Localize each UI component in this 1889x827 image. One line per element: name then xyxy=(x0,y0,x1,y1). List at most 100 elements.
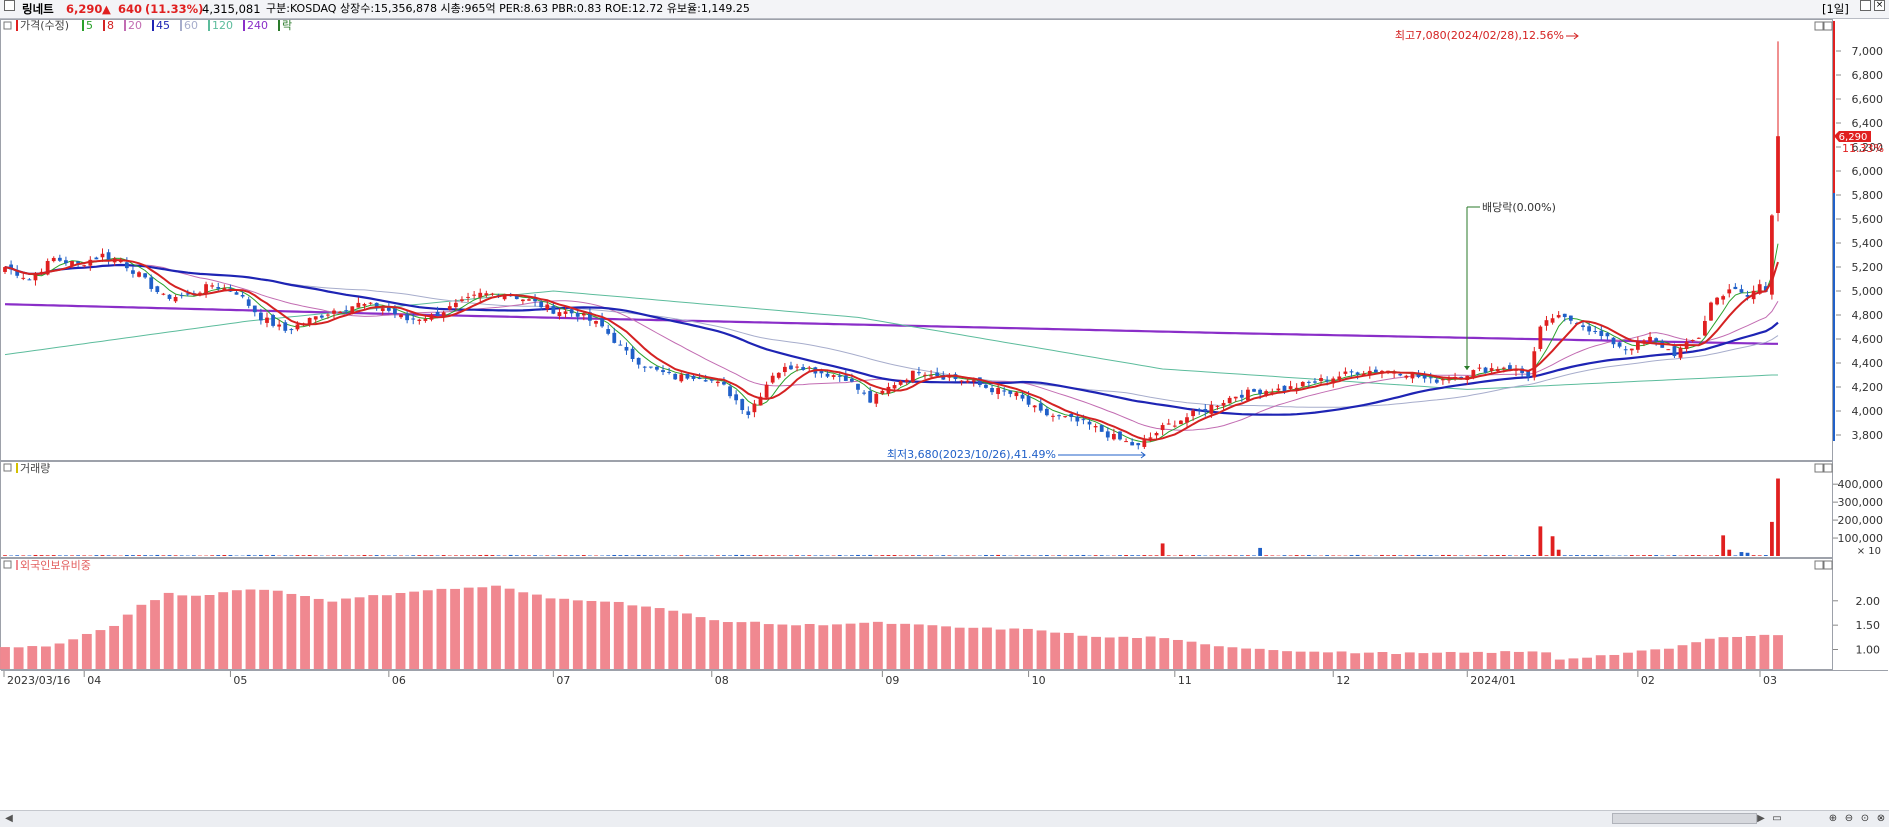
date-tick-1: 04 xyxy=(87,674,101,687)
foreign-bar xyxy=(559,599,569,669)
ma240-line xyxy=(5,304,1778,344)
panel-toggle-icon[interactable] xyxy=(4,0,15,11)
candle-body xyxy=(399,314,403,317)
foreign-bar xyxy=(518,592,528,669)
volume-bar xyxy=(1021,555,1025,556)
volume-bar xyxy=(1130,555,1134,556)
volume-bar xyxy=(1289,555,1293,556)
volume-bar xyxy=(996,555,1000,556)
volume-panel-max-icon[interactable] xyxy=(1815,464,1823,472)
volume-toggle-icon[interactable] xyxy=(4,464,11,471)
candle-body xyxy=(783,367,787,372)
foreign-panel-max-icon[interactable] xyxy=(1815,561,1823,569)
volume-bar xyxy=(1776,479,1780,556)
price-panel-max-icon[interactable] xyxy=(1815,22,1823,30)
volume-bar xyxy=(1709,555,1713,556)
volume-bar xyxy=(1508,555,1512,556)
foreign-tick-0: 1.00 xyxy=(1856,644,1881,657)
candle-body xyxy=(1697,338,1701,339)
foreign-bar xyxy=(859,623,869,669)
volume-unit: × 10 xyxy=(1857,546,1881,557)
zoom-fit-icon[interactable]: ⊙ xyxy=(1858,812,1872,826)
candle-body xyxy=(1490,368,1494,371)
foreign-bar xyxy=(777,625,787,669)
candle-body xyxy=(484,293,488,295)
candle-body xyxy=(271,315,275,326)
foreign-bar xyxy=(205,595,215,669)
volume-bar xyxy=(149,555,153,556)
candle-body xyxy=(990,388,994,392)
candle-body xyxy=(905,380,909,382)
foreign-bar xyxy=(532,595,542,669)
volume-bar xyxy=(1551,536,1555,556)
foreign-bar xyxy=(968,628,978,669)
foreign-bar xyxy=(1650,649,1660,669)
candle-body xyxy=(247,299,251,306)
scroll-right-icon[interactable]: ▶ xyxy=(1754,811,1768,827)
candle-body xyxy=(1551,318,1555,322)
volume-bar xyxy=(740,555,744,556)
candle-body xyxy=(1313,381,1317,382)
foreign-panel-close-icon[interactable] xyxy=(1824,561,1832,569)
candlesticks xyxy=(3,41,1780,449)
foreign-bar xyxy=(1637,651,1647,669)
horizontal-scrollbar[interactable]: ◀ ▶ ▭ ⊕ ⊖ ⊙ ⊗ xyxy=(0,810,1889,827)
scroll-left-icon[interactable]: ◀ xyxy=(2,811,16,827)
foreign-bar xyxy=(941,626,951,669)
candle-body xyxy=(1295,388,1299,389)
foreign-bar xyxy=(327,602,337,669)
foreign-bar xyxy=(1187,642,1197,669)
candle-body xyxy=(27,279,31,280)
candle-body xyxy=(277,325,281,327)
legend-toggle-icon[interactable] xyxy=(4,22,11,29)
date-tick-5: 08 xyxy=(715,674,729,687)
stock-chart[interactable]: 3,8004,0004,2004,4004,6004,8005,0005,200… xyxy=(0,19,1889,810)
foreign-toggle-icon[interactable] xyxy=(4,561,11,568)
candle-body xyxy=(1185,417,1189,422)
date-tick-10: 2024/01 xyxy=(1470,674,1516,687)
candle-body xyxy=(1051,416,1055,417)
scroll-thumb[interactable] xyxy=(1612,813,1757,824)
zoom-out-icon[interactable]: ⊖ xyxy=(1842,812,1856,826)
candle-body xyxy=(107,252,111,259)
candle-body xyxy=(1033,406,1037,408)
foreign-bar xyxy=(1173,640,1183,669)
candle-body xyxy=(52,258,56,261)
candle-body xyxy=(576,313,580,317)
volume-bar xyxy=(1100,555,1104,556)
restore-icon[interactable] xyxy=(1860,0,1871,11)
candle-body xyxy=(125,262,129,268)
close-icon[interactable]: × xyxy=(1874,0,1885,11)
foreign-bar xyxy=(791,625,801,669)
legend-label-2: 20 xyxy=(128,19,142,32)
volume-bar xyxy=(1356,555,1360,556)
volume-bar xyxy=(484,555,488,556)
volume-panel-close-icon[interactable] xyxy=(1824,464,1832,472)
volume-bar xyxy=(143,555,147,556)
candle-body xyxy=(551,306,555,314)
zoom-reset-icon[interactable]: ⊗ xyxy=(1874,812,1888,826)
candle-body xyxy=(631,349,635,359)
volume-bar xyxy=(107,555,111,556)
zoom-in-icon[interactable]: ⊕ xyxy=(1826,812,1840,826)
volume-bar xyxy=(1673,555,1677,556)
candle-body xyxy=(820,371,824,373)
candle-body xyxy=(235,292,239,294)
candle-body xyxy=(1228,398,1232,403)
price-panel-close-icon[interactable] xyxy=(1824,22,1832,30)
date-tick-0: 2023/03/16 xyxy=(7,674,70,687)
candle-body xyxy=(1222,403,1226,406)
candle-body xyxy=(880,391,884,394)
candle-body xyxy=(1703,321,1707,336)
volume-bar xyxy=(990,555,994,556)
volume-bar xyxy=(509,555,513,556)
period-button[interactable]: [1일] xyxy=(1822,0,1849,18)
volume-bar xyxy=(1648,555,1652,556)
range-slider-icon[interactable]: ▭ xyxy=(1770,812,1784,826)
volume-bar xyxy=(369,555,373,556)
volume-bar xyxy=(101,555,105,556)
foreign-bar xyxy=(805,624,815,669)
foreign-bar xyxy=(1078,636,1088,669)
candle-body xyxy=(1374,370,1378,373)
candle-body xyxy=(1015,392,1019,396)
